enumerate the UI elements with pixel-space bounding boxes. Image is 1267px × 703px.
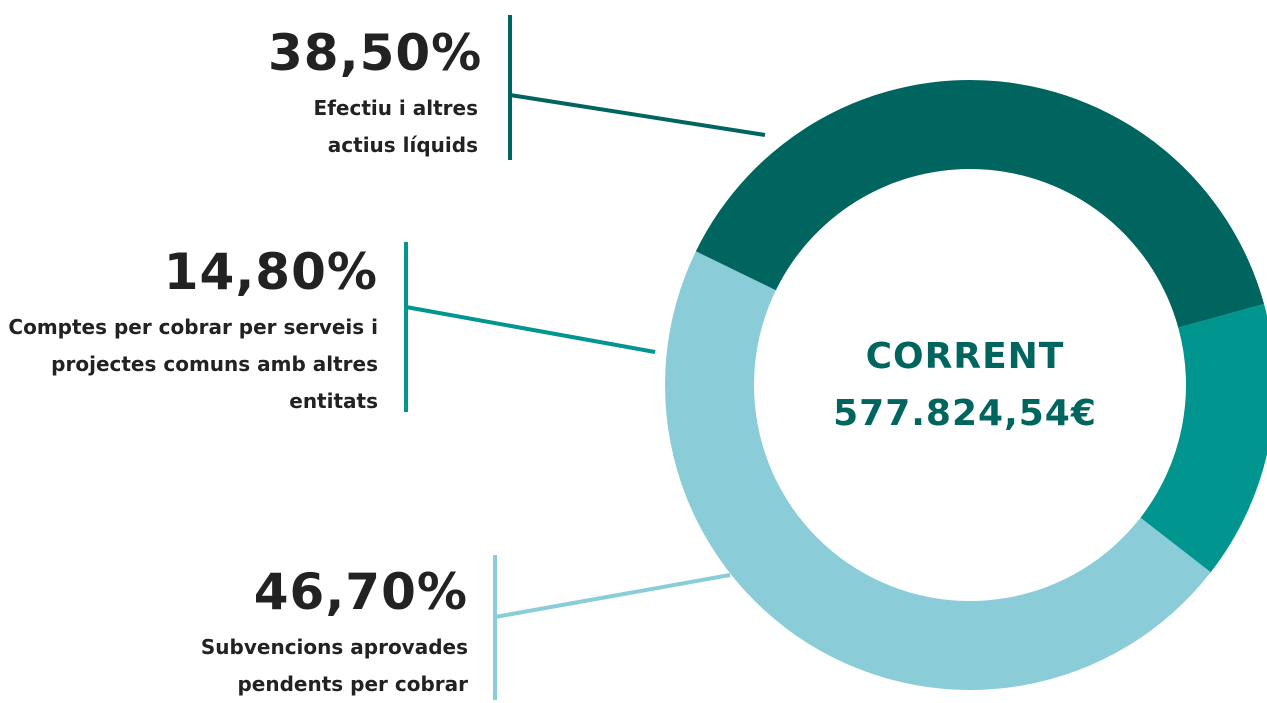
center-total: 577.824,54€ [833,393,1097,434]
category-label: Efectiu i altres actius líquids [313,96,478,157]
donut-segment [664,251,1211,691]
leader-line [509,93,766,137]
donut-segment [695,80,1265,328]
donut-segment [1140,304,1267,573]
value-label: 46,70% [253,563,468,621]
leader-line [494,573,731,619]
category-label: Subvencions aprovades pendents per cobra… [200,635,468,696]
value-label: 14,80% [163,243,378,301]
center-title: CORRENT [866,336,1065,377]
category-label: Comptes per cobrar per serveis i project… [8,315,378,413]
leader-line [405,305,656,354]
value-label: 38,50% [268,24,483,82]
